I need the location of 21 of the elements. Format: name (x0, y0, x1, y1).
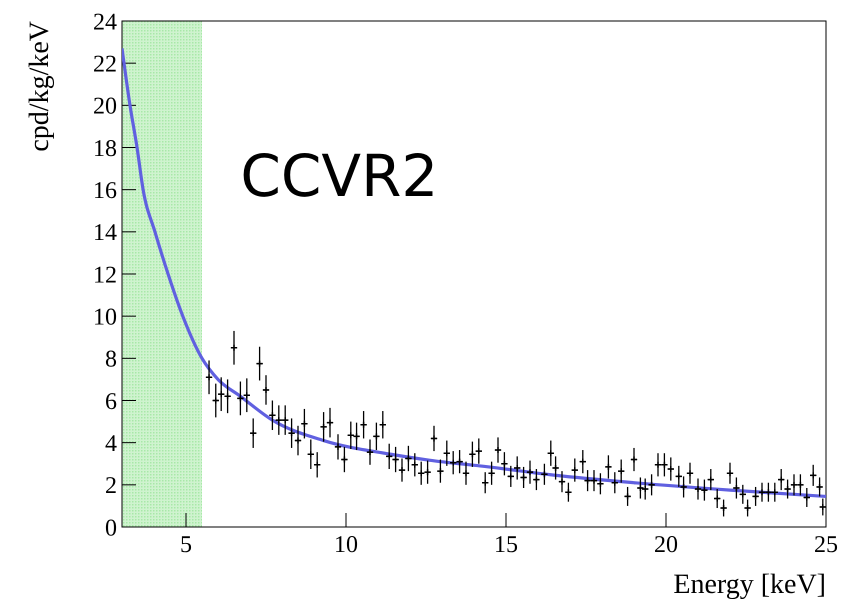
y-tick-label: 10 (93, 304, 117, 331)
y-tick-label: 8 (105, 346, 117, 373)
y-tick-label: 12 (93, 262, 117, 288)
x-tick-label: 25 (814, 532, 838, 558)
y-tick-label: 24 (93, 9, 117, 36)
y-tick-label: 6 (105, 388, 117, 415)
y-tick-label: 16 (93, 178, 117, 204)
y-tick-label: 2 (105, 473, 117, 500)
y-tick-label: 14 (93, 220, 117, 246)
x-tick-label: 15 (494, 532, 518, 558)
y-tick-label: 18 (93, 136, 117, 162)
y-axis-title: cpd/kg/keV (24, 21, 55, 152)
y-tick-label: 20 (93, 94, 117, 120)
y-tick-label: 22 (93, 52, 117, 78)
x-tick-label: 10 (334, 532, 358, 558)
x-tick-label: 5 (180, 532, 192, 558)
x-axis-title: Energy [keV] (673, 569, 826, 600)
y-tick-label: 0 (105, 515, 117, 542)
annotation: CCVR2 (240, 142, 438, 210)
x-tick-label: 20 (654, 532, 678, 558)
y-tick-label: 4 (105, 431, 117, 458)
